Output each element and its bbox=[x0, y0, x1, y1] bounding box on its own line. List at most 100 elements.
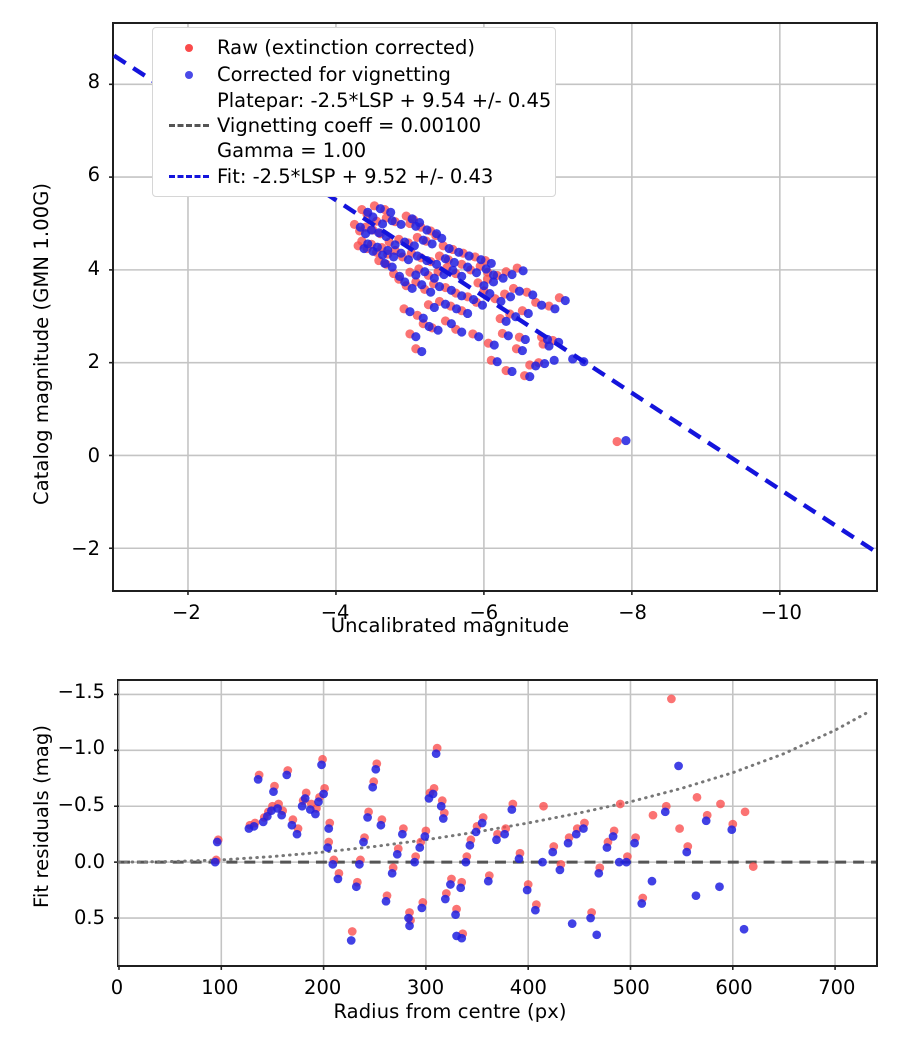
data-point bbox=[471, 268, 482, 278]
data-point bbox=[381, 896, 391, 906]
data-point bbox=[674, 761, 683, 771]
data-point bbox=[317, 760, 326, 770]
data-point bbox=[692, 792, 702, 802]
data-point bbox=[359, 243, 369, 254]
legend-item-corrected: Corrected for vignetting bbox=[161, 61, 545, 88]
data-point bbox=[292, 829, 302, 839]
legend-item-raw: Raw (extinction corrected) bbox=[161, 34, 545, 61]
data-point bbox=[560, 295, 570, 306]
data-point bbox=[463, 262, 473, 272]
data-point bbox=[433, 325, 443, 335]
data-point bbox=[630, 838, 639, 848]
data-point bbox=[549, 355, 559, 365]
data-point bbox=[420, 832, 430, 841]
data-point bbox=[319, 789, 328, 799]
data-point bbox=[514, 854, 524, 864]
data-point bbox=[563, 838, 573, 848]
data-point bbox=[701, 816, 711, 826]
data-point bbox=[507, 366, 517, 377]
legend-label-fit: Fit: -2.5*LSP + 9.52 +/- 0.43 bbox=[217, 164, 494, 188]
x-tick-label: 200 bbox=[304, 976, 342, 999]
data-point bbox=[426, 287, 436, 297]
data-point bbox=[454, 247, 464, 257]
data-point bbox=[411, 270, 421, 280]
legend-label-corrected: Corrected for vignetting bbox=[217, 62, 451, 86]
y-tick-label: −1.0 bbox=[57, 736, 105, 760]
data-point bbox=[429, 273, 439, 283]
data-point bbox=[501, 316, 511, 326]
data-point bbox=[457, 291, 467, 301]
data-point bbox=[351, 882, 361, 892]
data-point bbox=[387, 216, 397, 226]
data-point bbox=[374, 228, 384, 238]
data-point bbox=[368, 246, 378, 256]
fit-line bbox=[112, 53, 878, 554]
data-point bbox=[739, 924, 749, 934]
data-point bbox=[716, 799, 725, 809]
data-point bbox=[431, 229, 442, 239]
legend-label-vignetting: Vignetting coeff = 0.00100 bbox=[217, 113, 482, 137]
data-point bbox=[489, 340, 499, 350]
data-point bbox=[492, 835, 501, 845]
data-point bbox=[418, 235, 428, 245]
legend-item-vignetting: Vignetting coeff = 0.00100 bbox=[161, 113, 545, 138]
scatter-series-corrected bbox=[210, 749, 749, 945]
x-tick-label: −2 bbox=[171, 601, 201, 624]
legend-item-gamma: Gamma = 1.00 bbox=[161, 138, 545, 163]
top-x-axis-label: Uncalibrated magnitude bbox=[330, 614, 570, 637]
data-point bbox=[602, 843, 612, 852]
data-point bbox=[324, 824, 334, 833]
vignetting-curve bbox=[117, 711, 868, 864]
data-point bbox=[476, 255, 486, 265]
data-point bbox=[377, 250, 388, 260]
data-point bbox=[525, 372, 535, 382]
data-point bbox=[333, 874, 343, 884]
data-point bbox=[691, 891, 701, 901]
data-point bbox=[539, 359, 550, 369]
data-point bbox=[431, 749, 441, 759]
data-point bbox=[434, 282, 445, 292]
data-point bbox=[431, 259, 442, 269]
data-point bbox=[282, 770, 292, 780]
data-point bbox=[355, 222, 365, 232]
data-point bbox=[407, 283, 417, 294]
data-point bbox=[386, 207, 396, 217]
x-tick-label: 0 bbox=[110, 976, 124, 999]
data-point bbox=[346, 936, 356, 945]
data-point bbox=[420, 267, 430, 277]
data-point bbox=[359, 837, 368, 847]
data-point bbox=[451, 910, 460, 920]
data-point bbox=[277, 810, 287, 820]
x-tick-label: 600 bbox=[715, 976, 753, 999]
data-point bbox=[355, 860, 364, 869]
data-point bbox=[347, 927, 357, 936]
data-point bbox=[417, 280, 427, 290]
data-point bbox=[449, 257, 459, 268]
data-point bbox=[428, 789, 438, 799]
data-point bbox=[715, 882, 724, 892]
data-point bbox=[376, 820, 386, 830]
data-point bbox=[422, 225, 432, 235]
data-point bbox=[387, 262, 397, 272]
data-point bbox=[503, 331, 513, 341]
data-point bbox=[727, 825, 737, 835]
data-point bbox=[518, 266, 528, 276]
legend-dash-gray-icon bbox=[161, 124, 217, 127]
legend-label-raw: Raw (extinction corrected) bbox=[217, 35, 475, 59]
data-point bbox=[477, 818, 487, 828]
data-point bbox=[249, 822, 259, 831]
data-point bbox=[377, 219, 388, 229]
data-point bbox=[637, 899, 647, 908]
data-point bbox=[412, 251, 422, 261]
legend-dash-blue-icon bbox=[161, 175, 217, 178]
x-tick-label: −6 bbox=[469, 601, 499, 624]
y-tick-label: 4 bbox=[87, 256, 100, 280]
data-point bbox=[567, 919, 577, 928]
data-point bbox=[479, 281, 489, 291]
data-point bbox=[647, 876, 657, 886]
data-point bbox=[507, 269, 517, 280]
data-point bbox=[485, 288, 495, 299]
x-tick-label: 300 bbox=[406, 976, 445, 999]
data-point bbox=[300, 794, 310, 803]
data-point bbox=[269, 787, 278, 797]
